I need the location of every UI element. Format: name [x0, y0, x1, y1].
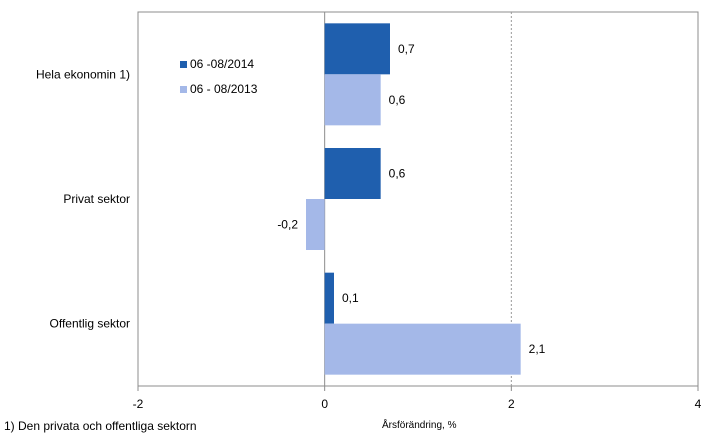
- bar: [324, 148, 381, 199]
- bar: [306, 199, 325, 250]
- data-label: 0,6: [389, 167, 406, 181]
- x-tick-label: 0: [321, 397, 328, 411]
- data-label: -0,2: [277, 218, 298, 232]
- legend-label: 06 - 08/2013: [190, 82, 258, 96]
- footnote: 1) Den privata och offentliga sektorn: [4, 419, 197, 433]
- data-label: 0,7: [398, 42, 415, 56]
- category-label: Hela ekonomin 1): [36, 67, 130, 81]
- data-label: 0,1: [342, 291, 359, 305]
- x-tick-label: 4: [695, 397, 702, 411]
- plot-area-frame: [137, 11, 699, 387]
- data-label: 2,1: [529, 342, 546, 356]
- data-label: 0,6: [389, 93, 406, 107]
- legend-swatch: [180, 61, 187, 68]
- bar: [324, 23, 390, 75]
- x-tick-label: 2: [508, 397, 515, 411]
- bar: [324, 74, 381, 126]
- x-tick-label: -2: [133, 397, 144, 411]
- x-axis-title: Årsförändring, %: [382, 420, 457, 431]
- legend-swatch: [180, 86, 187, 93]
- bar: [324, 272, 334, 324]
- legend-label: 06 -08/2014: [190, 57, 254, 71]
- category-label: Privat sektor: [63, 192, 130, 206]
- bar: [324, 323, 521, 375]
- category-label: Offentlig sektor: [50, 317, 130, 331]
